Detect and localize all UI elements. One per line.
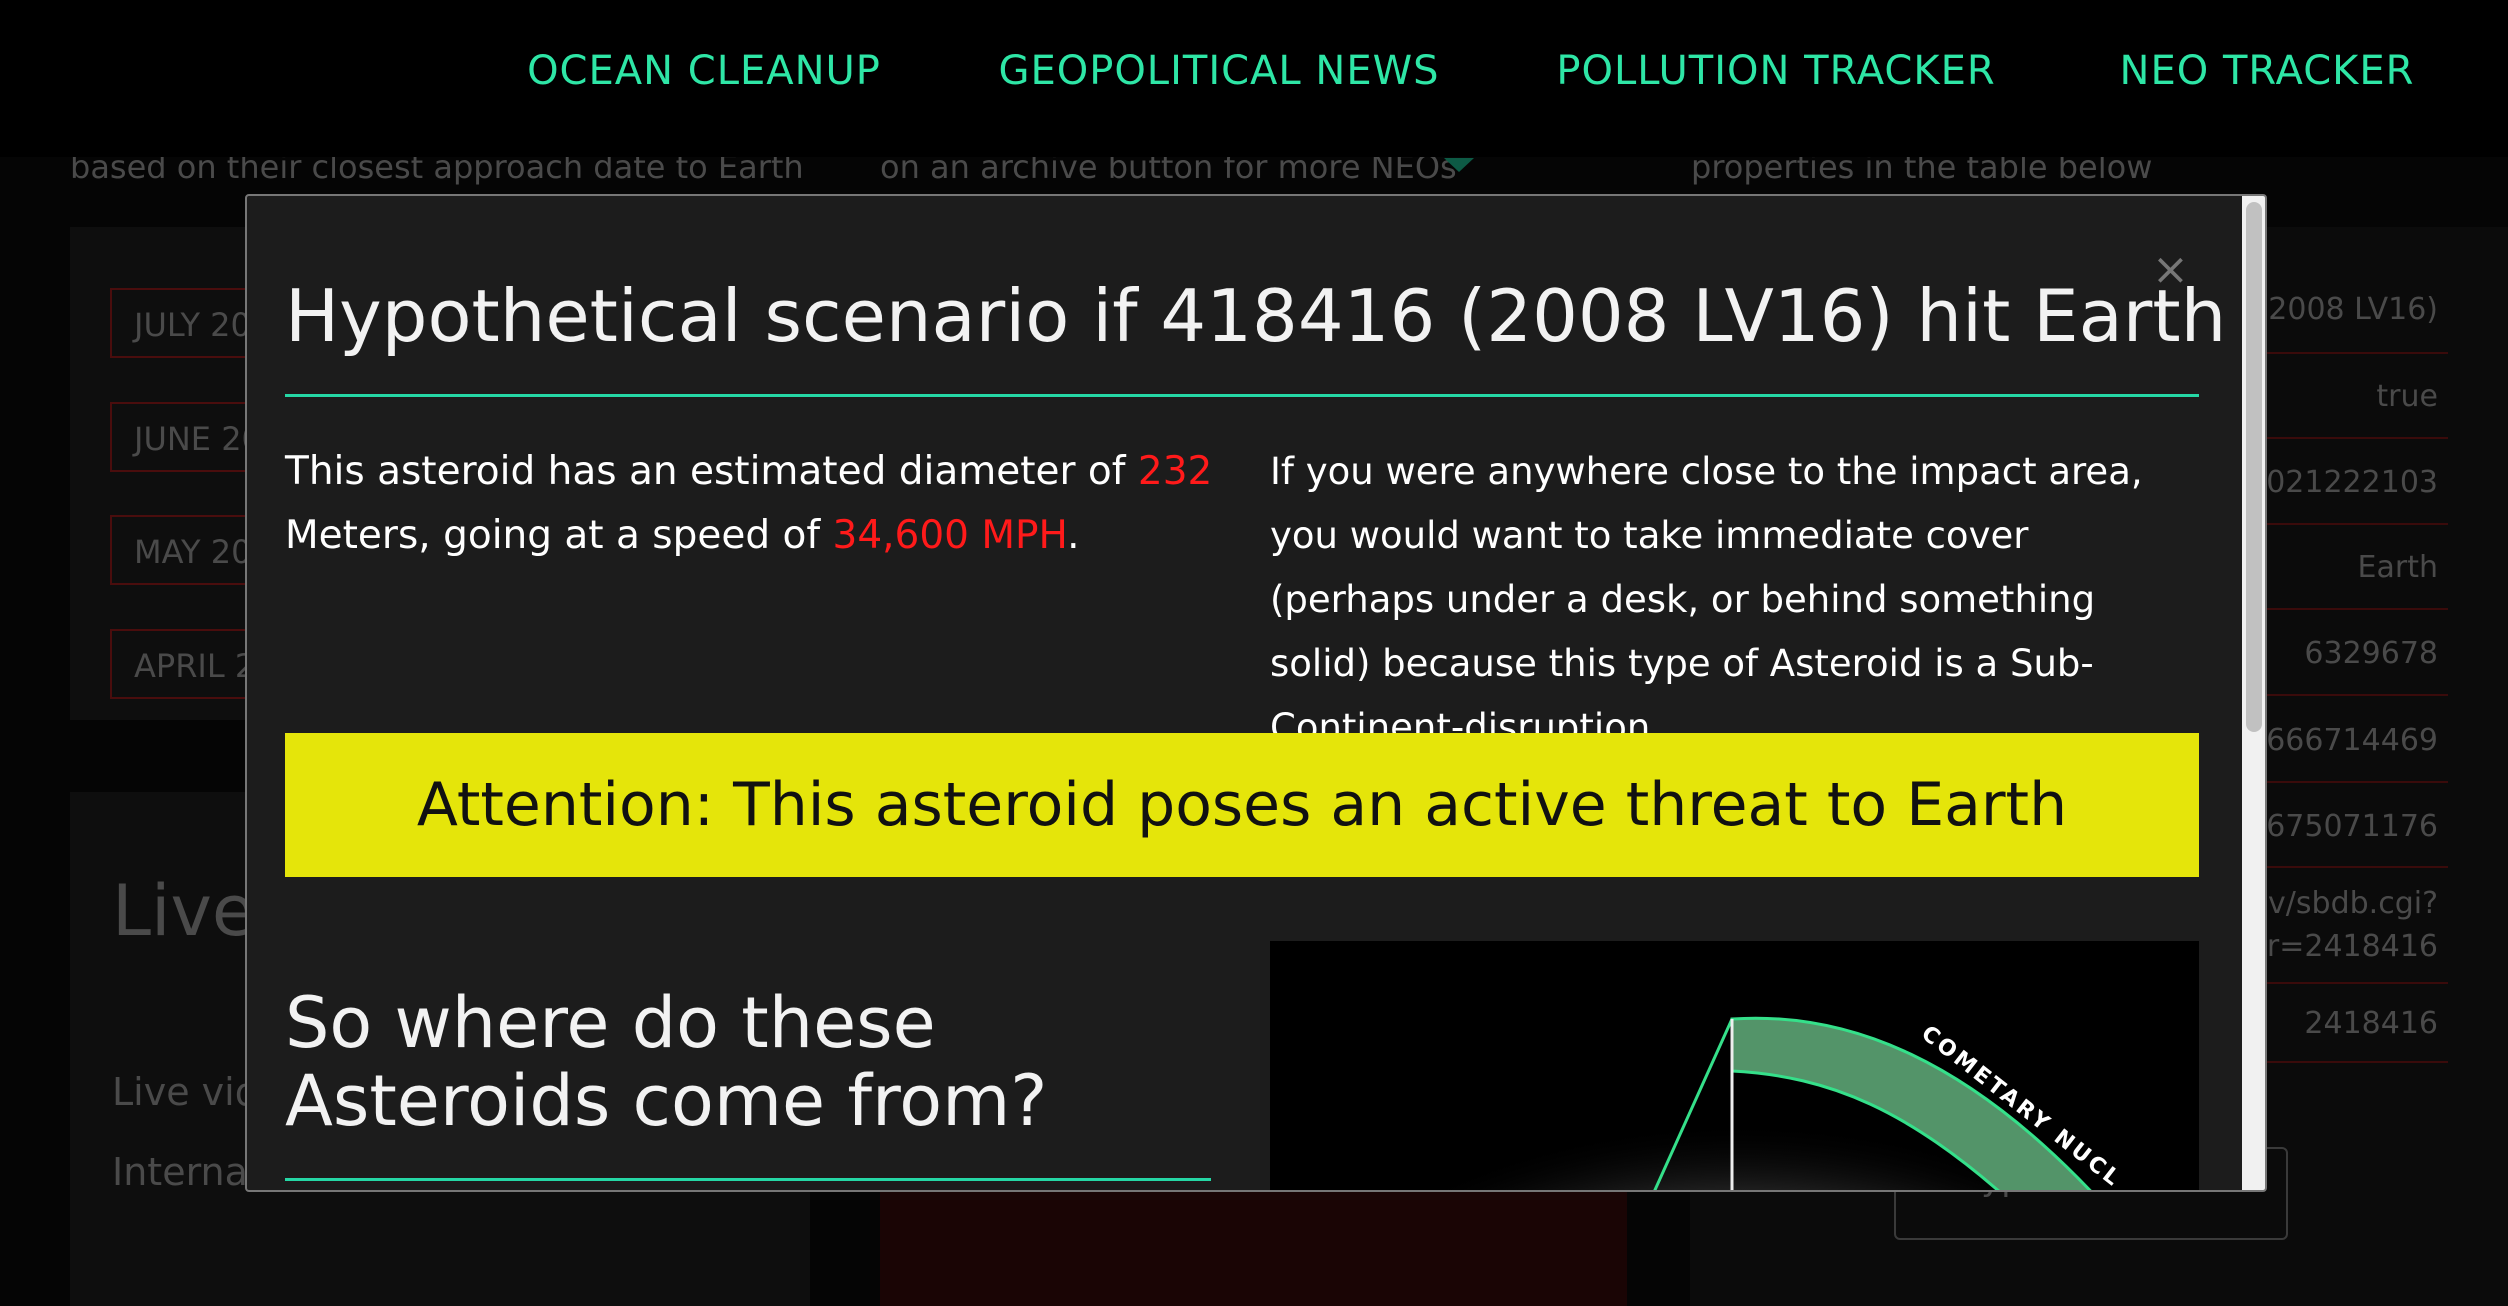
close-button[interactable]: ×	[2152, 244, 2189, 295]
modal-title: Hypothetical scenario if 418416 (2008 LV…	[285, 274, 2227, 358]
title-rule	[285, 394, 2199, 397]
video-panel	[880, 1192, 1627, 1306]
modal: Hypothetical scenario if 418416 (2008 LV…	[245, 194, 2267, 1192]
advice-text: If you were anywhere close to the impact…	[1270, 450, 2143, 749]
diameter: 232	[1137, 449, 1213, 494]
nav-link[interactable]: GEOPOLITICAL NEWS	[998, 48, 1440, 94]
row-separator	[2240, 608, 2448, 610]
nav-bar: OCEAN CLEANUP GEOPOLITICAL NEWS POLLUTIO…	[0, 0, 2508, 157]
live-text: Internat	[112, 1150, 263, 1194]
table-value: Earth	[2357, 550, 2438, 585]
heading-rule	[285, 1178, 1211, 1181]
scrollbar-thumb[interactable]	[2246, 202, 2262, 732]
text: .	[1067, 513, 1080, 558]
archive-button[interactable]: JUNE 20	[110, 402, 290, 472]
row-separator	[2240, 866, 2448, 868]
nav-link[interactable]: NEO TRACKER	[2119, 48, 2415, 94]
nav-link[interactable]: OCEAN CLEANUP	[527, 48, 881, 94]
impact-text: This asteroid has an estimated diameter …	[285, 440, 1245, 568]
dropdown-arrow	[1444, 158, 1474, 172]
table-value: 5021222103	[2247, 465, 2438, 500]
text: This asteroid has an estimated diameter …	[285, 449, 1138, 494]
text: Meters, going at a speed of	[285, 513, 833, 558]
archive-button[interactable]: MAY 20	[110, 515, 290, 585]
table-value: (2008 LV16)	[2256, 292, 2438, 327]
row-separator	[2240, 781, 2448, 783]
live-title: Live	[112, 870, 255, 952]
section-heading: So where do these Asteroids come from?	[285, 982, 1048, 1142]
table-value: 4675071176	[2247, 809, 2438, 844]
alert-banner: Attention: This asteroid poses an active…	[285, 733, 2199, 877]
table-value: 2418416	[2304, 1006, 2438, 1041]
table-value: str=2418416	[2239, 929, 2438, 964]
row-separator	[2240, 982, 2448, 984]
row-separator	[2240, 523, 2448, 525]
table-value: 6329678	[2304, 636, 2438, 671]
row-separator	[2240, 1061, 2448, 1063]
row-separator	[2240, 694, 2448, 696]
table-value: true	[2376, 379, 2438, 414]
oort-cloud-image: COMETARY NUCL	[1270, 941, 2199, 1190]
nav-link[interactable]: POLLUTION TRACKER	[1556, 48, 1996, 94]
speed: 34,600 MPH	[832, 513, 1068, 558]
row-separator	[2240, 437, 2448, 439]
archive-button[interactable]: APRIL 2	[110, 629, 290, 699]
table-value: 2666714469	[2247, 723, 2438, 758]
row-separator	[2240, 352, 2448, 354]
